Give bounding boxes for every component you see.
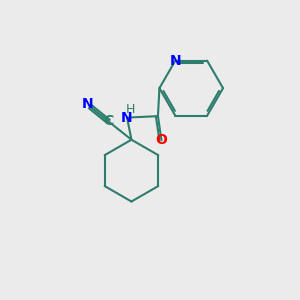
Text: H: H: [126, 103, 135, 116]
Text: N: N: [121, 111, 133, 124]
Text: N: N: [82, 97, 93, 111]
Text: O: O: [155, 133, 167, 147]
Text: C: C: [103, 114, 114, 128]
Text: N: N: [169, 54, 181, 68]
